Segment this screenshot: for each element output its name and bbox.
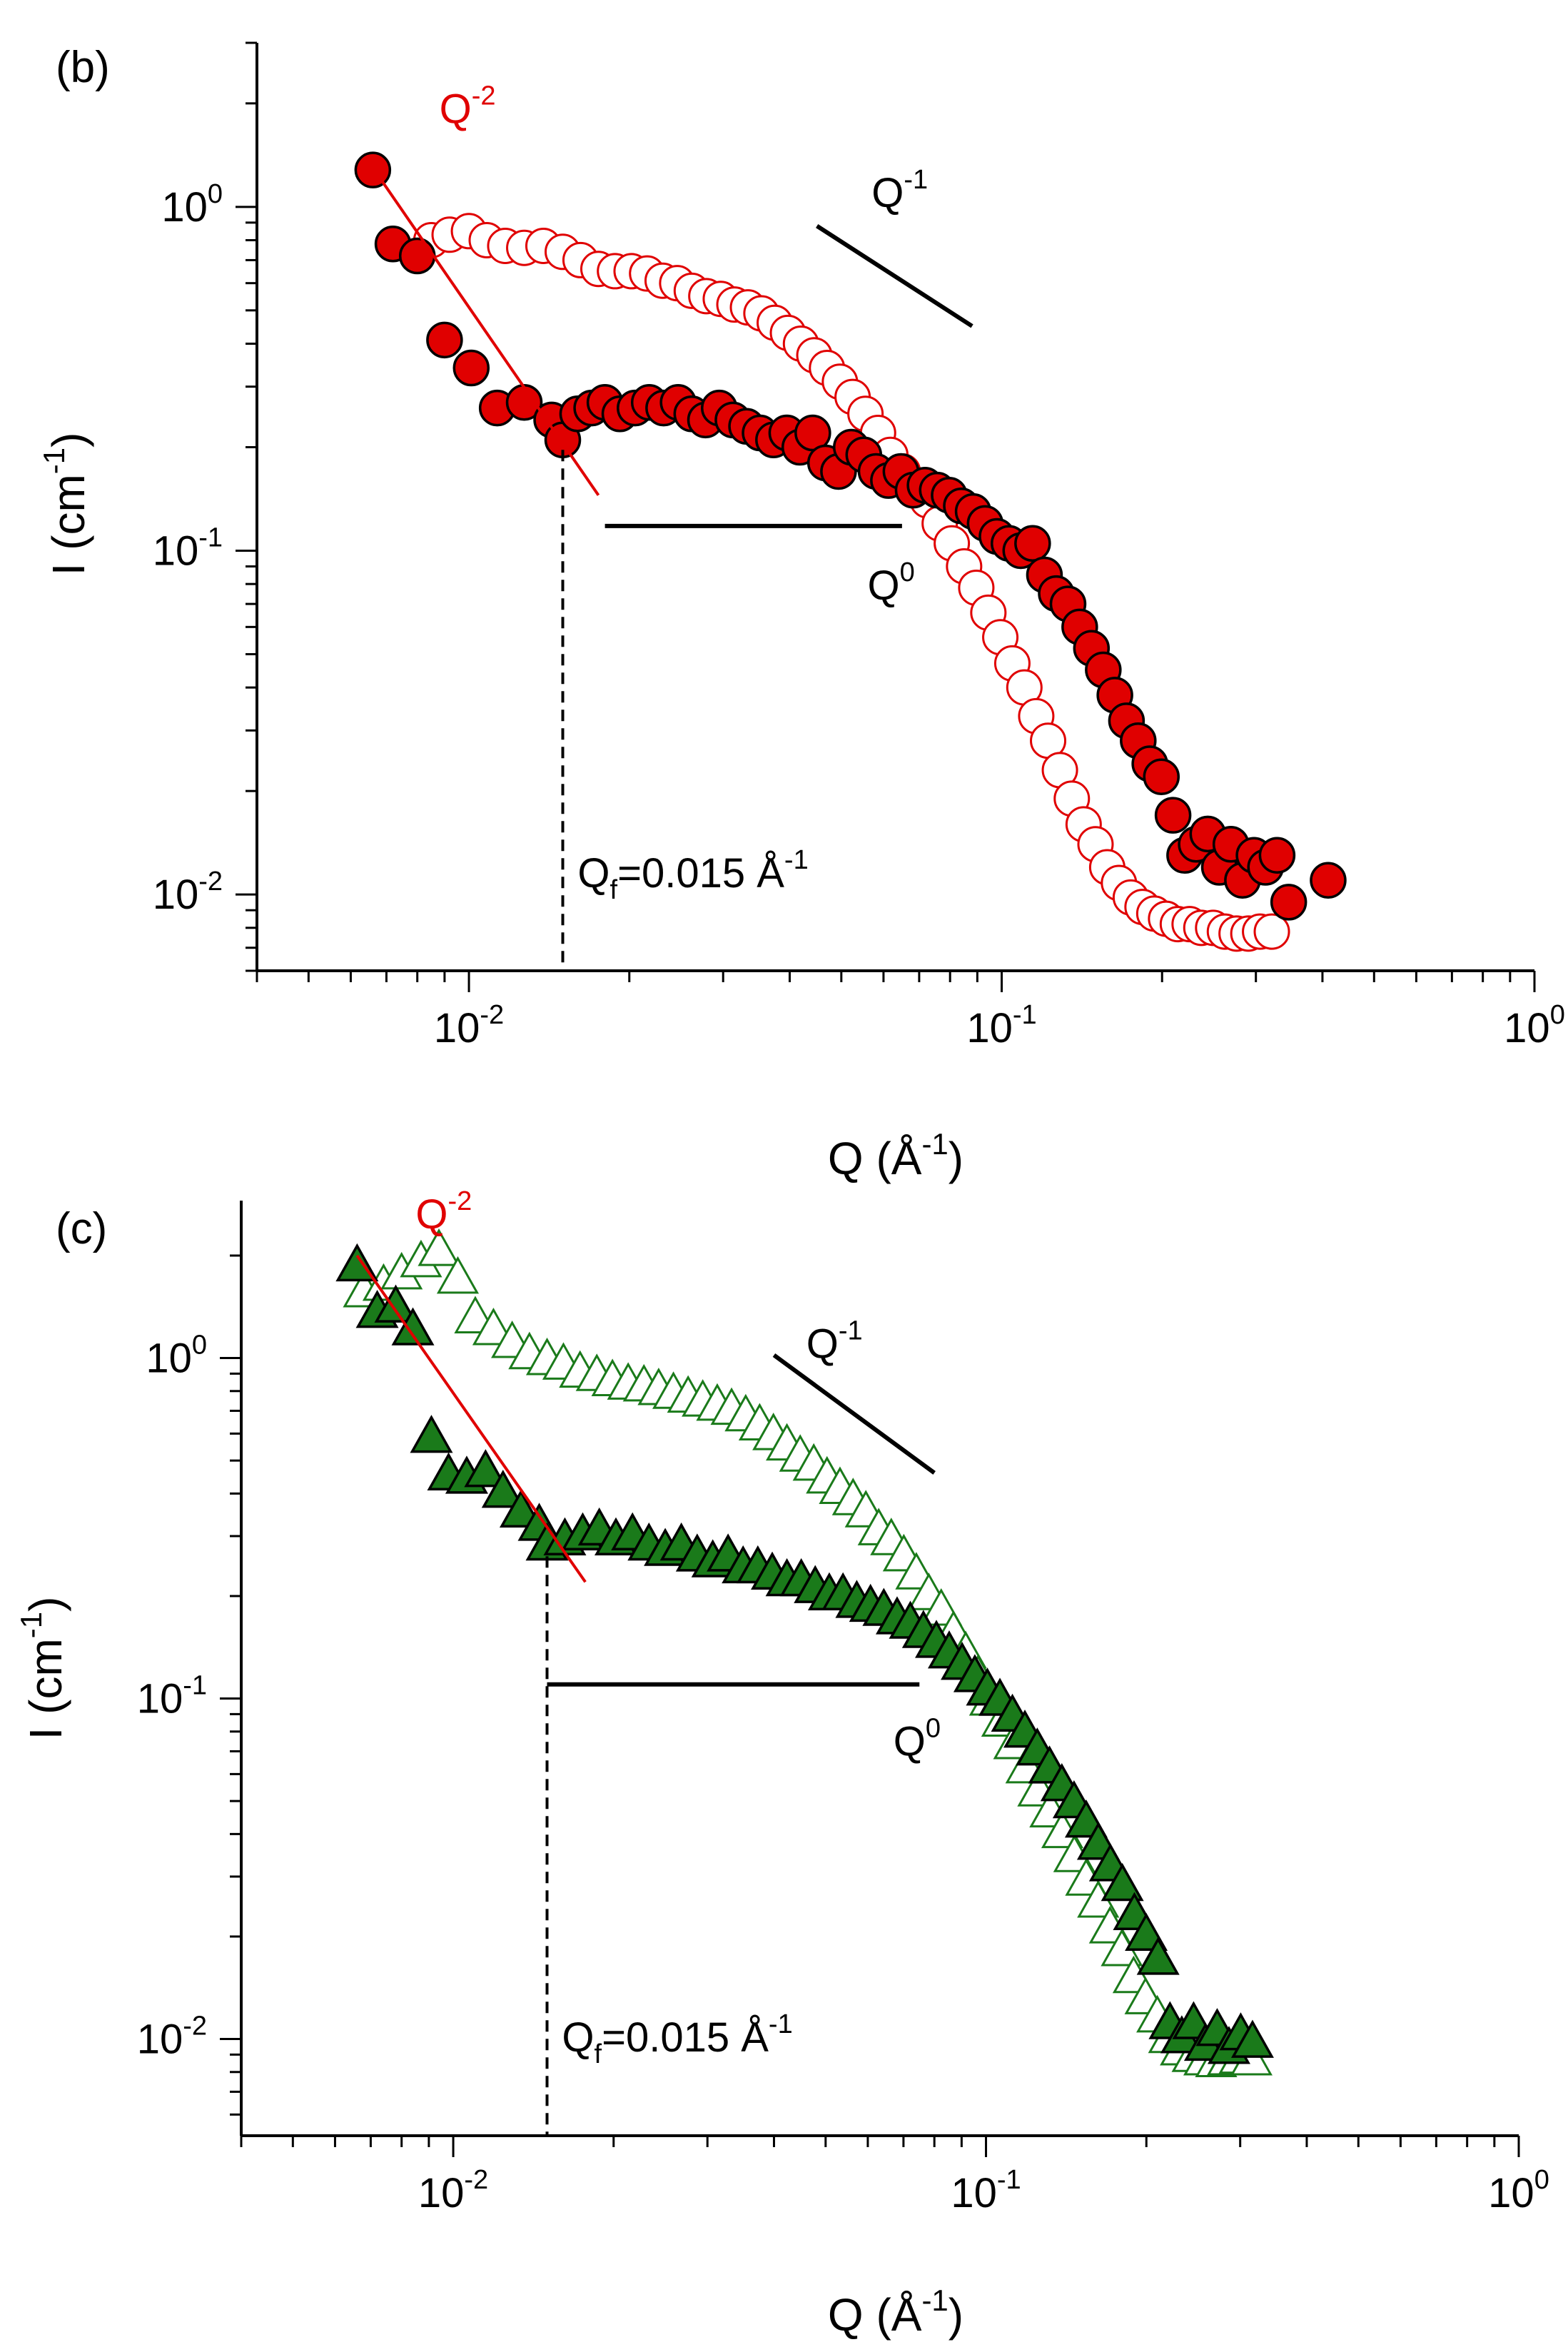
series-filled-triangle: [335, 1243, 1274, 2064]
series-filled-circle: [354, 151, 1347, 921]
data-point-open-triangle: [436, 1256, 480, 1294]
q-minus2-guide-line: [371, 166, 600, 496]
data-point-open-circle: [1253, 913, 1290, 950]
y-tick-label: 100: [146, 1331, 207, 1382]
data-point-filled-triangle: [481, 1470, 525, 1508]
q-minus1-guide-label: Q-1: [871, 165, 928, 216]
x-tick-label: 10-2: [434, 1000, 504, 1051]
data-point-filled-triangle: [410, 1415, 453, 1453]
data-point-filled-triangle: [1136, 1937, 1180, 1975]
x-axis-label: Q (Å-1): [828, 1127, 963, 1184]
panel-c-chart: (c) 10-2 10-1 100 100 10-1 10-2 Q (Å-1) I (cm-1)…: [14, 1186, 1549, 2341]
q-zero-guide-label: Q0: [868, 557, 915, 609]
q-minus1-guide-label: Q-1: [806, 1316, 863, 1368]
data-point-filled-circle: [1258, 837, 1296, 874]
qf-annotation: Qf=0.015 Å-1: [577, 845, 808, 905]
series-open-circle: [413, 213, 1290, 952]
y-tick-label: 100: [161, 179, 223, 231]
y-axis-label: I (cm-1): [14, 1597, 71, 1740]
q-minus1-guide-line: [816, 224, 973, 328]
x-tick-label: 100: [1488, 2165, 1549, 2216]
data-point-open-triangle: [472, 1307, 515, 1346]
data-point-filled-triangle: [1101, 1862, 1144, 1902]
data-point-filled-circle: [1154, 797, 1192, 834]
q-minus2-guide-label: Q-2: [415, 1186, 472, 1238]
data-point-filled-triangle: [464, 1449, 507, 1488]
data-point-filled-circle: [1143, 758, 1180, 795]
qf-annotation: Qf=0.015 Å-1: [562, 2009, 792, 2069]
x-tick-label: 10-1: [966, 1000, 1036, 1051]
y-tick-label: 10-2: [137, 2012, 207, 2063]
series-open-triangle: [343, 1228, 1273, 2077]
y-tick-label: 10-2: [153, 867, 223, 918]
q-minus2-guide-label: Q-2: [440, 81, 496, 133]
data-point-filled-circle: [398, 237, 436, 275]
data-point-filled-triangle: [499, 1489, 542, 1528]
q-minus1-guide-line: [772, 1353, 936, 1475]
y-tick-label: 10-1: [137, 1671, 207, 1722]
panel-b-chart: (b) 10-2 10-1 100 100 10-1 10-2 Q (Å-1) I (cm-1)…: [37, 41, 1565, 1184]
data-point-filled-triangle: [391, 1307, 435, 1346]
data-point-filled-circle: [1270, 884, 1307, 921]
panel-label: (c): [56, 1204, 107, 1253]
panel-label: (b): [56, 43, 110, 92]
data-point-open-triangle: [418, 1228, 460, 1266]
y-axis-label: I (cm-1): [37, 433, 94, 576]
x-tick-label: 100: [1504, 1000, 1565, 1051]
x-tick-label: 10-1: [951, 2165, 1021, 2216]
x-axis-label: Q (Å-1): [828, 2283, 963, 2341]
q-zero-guide-label: Q0: [894, 1713, 941, 1765]
data-point-filled-triangle: [374, 1284, 418, 1323]
y-tick-label: 10-1: [153, 523, 223, 574]
data-point-filled-circle: [426, 321, 463, 359]
data-point-filled-circle: [1014, 525, 1051, 562]
data-point-filled-circle: [1310, 862, 1347, 899]
x-tick-label: 10-2: [418, 2165, 488, 2216]
data-point-filled-triangle: [1230, 2019, 1274, 2058]
data-point-filled-circle: [452, 349, 490, 387]
q-minus2-guide-line: [355, 1254, 587, 1583]
